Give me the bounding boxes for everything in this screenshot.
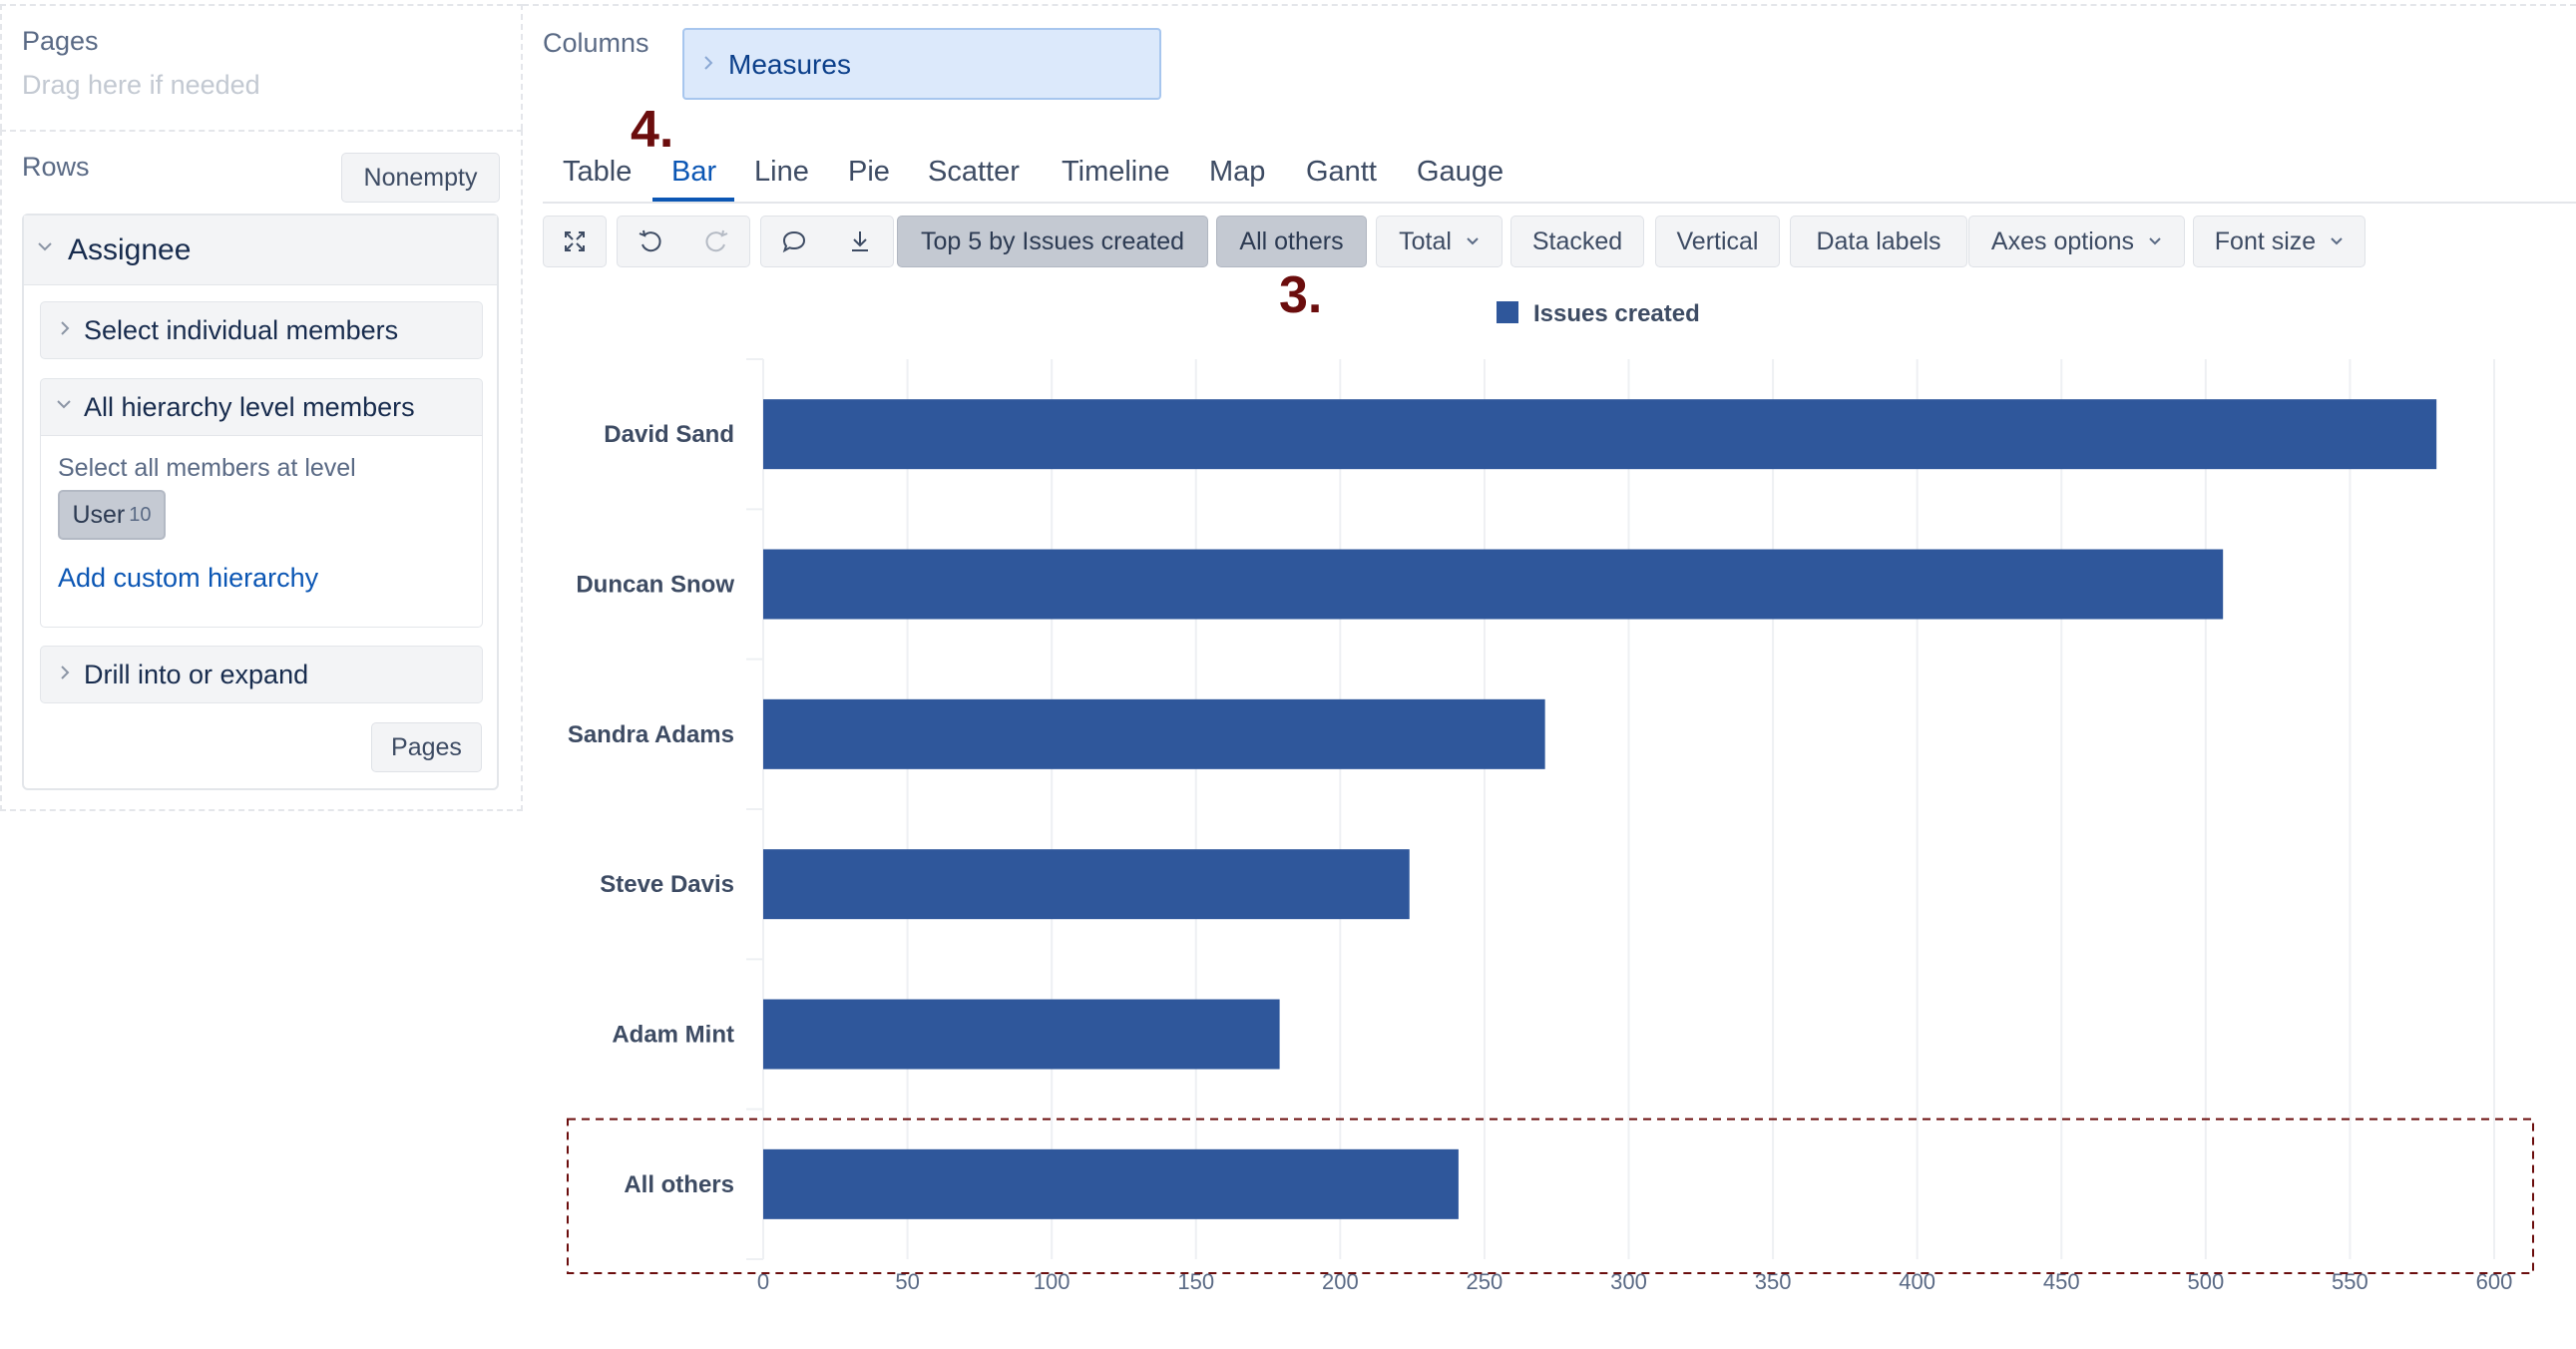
rows-drop-zone[interactable] — [0, 130, 523, 811]
category-label: David Sand — [604, 421, 734, 448]
select-individual-members-label: Select individual members — [84, 315, 399, 345]
drill-into-or-expand-label: Drill into or expand — [84, 660, 309, 689]
level-chip-count: 10 — [129, 503, 152, 526]
bar — [763, 999, 1280, 1070]
bar — [763, 399, 2437, 470]
comment-icon[interactable] — [780, 227, 808, 255]
tab-map[interactable]: Map — [1209, 156, 1266, 188]
chevron-right-icon — [58, 319, 72, 342]
tab-gauge[interactable]: Gauge — [1417, 156, 1504, 188]
annotation-step-4: 4. — [631, 101, 674, 159]
tab-bar[interactable]: Bar — [671, 156, 717, 188]
chevron-down-icon — [2148, 236, 2162, 246]
fullscreen-icon — [562, 228, 588, 254]
columns-drop-zone[interactable] — [523, 4, 2576, 130]
fullscreen-button[interactable] — [543, 216, 607, 267]
level-chip-name: User — [72, 500, 126, 529]
bar — [763, 849, 1410, 920]
comment-download-group — [760, 216, 894, 267]
columns-title: Columns — [543, 28, 649, 58]
x-tick-label: 100 — [1034, 1269, 1071, 1294]
tab-table[interactable]: Table — [563, 156, 633, 188]
pages-drop-hint: Drag here if needed — [22, 70, 260, 100]
stacked-button[interactable]: Stacked — [1510, 216, 1644, 267]
nonempty-button[interactable]: Nonempty — [341, 153, 500, 203]
select-individual-members-section[interactable] — [40, 301, 483, 359]
all-hierarchy-level-members-section[interactable] — [40, 378, 483, 436]
category-label: All others — [624, 1171, 734, 1198]
pages-drop-zone[interactable] — [0, 4, 523, 130]
annotation-step-3: 3. — [1279, 266, 1323, 324]
rows-title: Rows — [22, 152, 90, 182]
chevron-right-icon — [702, 55, 714, 76]
category-label: Steve Davis — [600, 871, 734, 898]
chevron-down-icon[interactable] — [36, 235, 54, 261]
data-labels-button[interactable]: Data labels — [1790, 216, 1967, 267]
measures-pill[interactable] — [682, 28, 1161, 100]
total-dropdown[interactable]: Total — [1376, 216, 1503, 267]
tab-line[interactable]: Line — [754, 156, 809, 188]
level-chip-user[interactable]: User 10 — [58, 490, 166, 540]
undo-icon[interactable] — [637, 227, 664, 255]
bar — [763, 698, 1545, 769]
tabs-divider — [543, 202, 2576, 204]
pages-title: Pages — [22, 26, 99, 56]
add-custom-hierarchy-link[interactable]: Add custom hierarchy — [58, 563, 319, 593]
legend-swatch — [1497, 301, 1518, 323]
x-tick-label: 400 — [1899, 1269, 1935, 1294]
axes-options-dropdown[interactable]: Axes options — [1968, 216, 2185, 267]
chevron-down-icon — [55, 398, 73, 417]
font-size-dropdown[interactable]: Font size — [2193, 216, 2365, 267]
highlight-box — [567, 1118, 2534, 1274]
top5-button[interactable]: Top 5 by Issues created — [897, 216, 1208, 267]
bar — [763, 549, 2224, 620]
pages-button[interactable]: Pages — [371, 722, 482, 772]
measures-label: Measures — [728, 49, 851, 80]
select-all-members-text: Select all members at level — [58, 454, 356, 482]
undo-redo-group — [617, 216, 750, 267]
redo-icon[interactable] — [702, 227, 730, 255]
x-tick-label: 0 — [757, 1269, 769, 1294]
font-size-label: Font size — [2214, 226, 2317, 255]
axes-options-label: Axes options — [1990, 226, 2135, 255]
active-tab-underline — [652, 198, 734, 202]
download-icon[interactable] — [846, 227, 874, 255]
chevron-down-icon — [1466, 236, 1480, 246]
chevron-down-icon — [2330, 236, 2344, 246]
total-label: Total — [1399, 226, 1452, 255]
tab-timeline[interactable]: Timeline — [1062, 156, 1170, 188]
tab-scatter[interactable]: Scatter — [928, 156, 1020, 188]
category-label: Sandra Adams — [568, 721, 734, 748]
vertical-button[interactable]: Vertical — [1655, 216, 1780, 267]
dimension-name: Assignee — [68, 233, 192, 266]
legend-label: Issues created — [1533, 300, 1700, 327]
x-tick-label: 250 — [1467, 1269, 1503, 1294]
bar — [763, 1148, 1459, 1219]
tab-gantt[interactable]: Gantt — [1306, 156, 1377, 188]
category-label: Adam Mint — [612, 1022, 734, 1049]
chevron-right-icon — [58, 664, 72, 686]
category-label: Duncan Snow — [576, 572, 734, 599]
all-hierarchy-level-members-label: All hierarchy level members — [84, 392, 415, 422]
all-others-button[interactable]: All others — [1216, 216, 1367, 267]
x-tick-label: 550 — [2332, 1269, 2368, 1294]
tab-pie[interactable]: Pie — [848, 156, 890, 188]
assignee-dimension-header[interactable] — [24, 216, 497, 285]
drill-into-or-expand-section[interactable] — [40, 646, 483, 703]
